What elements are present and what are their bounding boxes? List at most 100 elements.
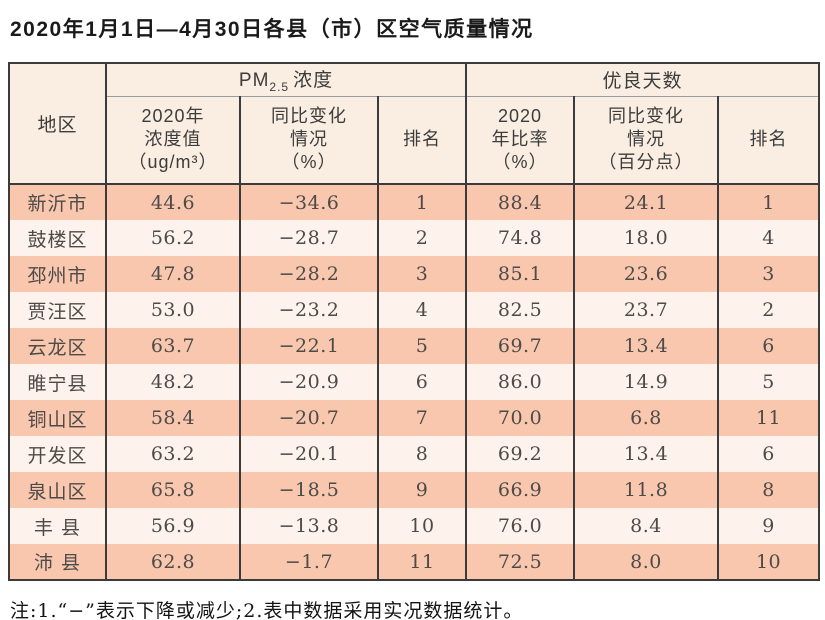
value-cell: 3 — [717, 256, 821, 292]
footnote: 注:1.“−”表示下降或减少;2.表中数据采用实况数据统计。 — [10, 600, 524, 620]
column-header-pm-rank: 排名 — [376, 96, 468, 185]
value-cell: −20.7 — [239, 400, 379, 436]
region-cell: 铜山区 — [8, 400, 107, 436]
value-cell: 11 — [376, 544, 468, 580]
value-cell: 56.9 — [105, 508, 241, 544]
value-cell: 72.5 — [465, 544, 576, 580]
value-cell: 9 — [376, 472, 468, 508]
value-cell: 23.7 — [573, 292, 720, 328]
region-cell: 新沂市 — [8, 184, 107, 220]
value-cell: −22.1 — [239, 328, 379, 364]
value-cell: 4 — [376, 292, 468, 328]
table-row: 邳州市 47.8 −28.2 3 85.1 23.6 3 — [8, 256, 821, 292]
region-cell: 贾汪区 — [8, 292, 107, 328]
value-cell: 11.8 — [573, 472, 720, 508]
value-cell: 7 — [376, 400, 468, 436]
value-cell: 47.8 — [105, 256, 241, 292]
value-cell: 24.1 — [573, 184, 720, 220]
value-cell: 4 — [717, 220, 821, 256]
column-header-pm-value: 2020年 浓度值 （ug/m³） — [105, 96, 241, 185]
table-row: 沛 县 62.8 −1.7 11 72.5 8.0 10 — [8, 544, 821, 580]
table-row: 泉山区 65.8 −18.5 9 66.9 11.8 8 — [8, 472, 821, 508]
value-cell: 8 — [376, 436, 468, 472]
value-cell: 85.1 — [465, 256, 576, 292]
table-row: 新沂市 44.6 −34.6 1 88.4 24.1 1 — [8, 184, 821, 220]
value-cell: −34.6 — [239, 184, 379, 220]
value-cell: 6 — [717, 328, 821, 364]
region-cell: 鼓楼区 — [8, 220, 107, 256]
value-cell: 6 — [717, 436, 821, 472]
value-cell: −13.8 — [239, 508, 379, 544]
table-header: 地区 PM2.5 浓度 优良天数 2020年 浓度值 （ug/m³） 同比变化 情… — [8, 63, 821, 185]
value-cell: 53.0 — [105, 292, 241, 328]
value-cell: 86.0 — [465, 364, 576, 400]
value-cell: 88.4 — [465, 184, 576, 220]
value-cell: 58.4 — [105, 400, 241, 436]
value-cell: 56.2 — [105, 220, 241, 256]
value-cell: −23.2 — [239, 292, 379, 328]
value-cell: 74.8 — [465, 220, 576, 256]
value-cell: −20.9 — [239, 364, 379, 400]
value-cell: 13.4 — [573, 436, 720, 472]
column-header-days-change: 同比变化 情况 （百分点） — [573, 96, 720, 185]
value-cell: 23.6 — [573, 256, 720, 292]
table-row: 鼓楼区 56.2 −28.7 2 74.8 18.0 4 — [8, 220, 821, 256]
table-row: 睢宁县 48.2 −20.9 6 86.0 14.9 5 — [8, 364, 821, 400]
value-cell: 2 — [376, 220, 468, 256]
column-header-pm-change: 同比变化 情况 （%） — [239, 96, 379, 185]
region-cell: 沛 县 — [8, 544, 107, 580]
region-cell: 开发区 — [8, 436, 107, 472]
table-row: 贾汪区 53.0 −23.2 4 82.5 23.7 2 — [8, 292, 821, 328]
value-cell: −28.2 — [239, 256, 379, 292]
page-title: 2020年1月1日—4月30日各县（市）区空气质量情况 — [10, 18, 534, 41]
value-cell: 48.2 — [105, 364, 241, 400]
value-cell: 8.4 — [573, 508, 720, 544]
value-cell: 76.0 — [465, 508, 576, 544]
pm25-label-suffix: 浓度 — [293, 70, 334, 92]
table-row: 丰 县 56.9 −13.8 10 76.0 8.4 9 — [8, 508, 821, 544]
table-row: 云龙区 63.7 −22.1 5 69.7 13.4 6 — [8, 328, 821, 364]
group-header-pm25: PM2.5 浓度 — [104, 63, 468, 97]
value-cell: 8.0 — [573, 544, 720, 580]
region-cell: 睢宁县 — [8, 364, 107, 400]
table-body: 新沂市 44.6 −34.6 1 88.4 24.1 1 鼓楼区 56.2 −28.7 2 74.8 1… — [8, 184, 821, 580]
value-cell: 3 — [376, 256, 468, 292]
air-quality-table: 地区 PM2.5 浓度 优良天数 2020年 浓度值 （ug/m³） 同比变化 情… — [8, 62, 821, 581]
column-header-days-rank: 排名 — [717, 96, 821, 185]
value-cell: 65.8 — [105, 472, 241, 508]
value-cell: −18.5 — [239, 472, 379, 508]
value-cell: 69.7 — [465, 328, 576, 364]
group-header-row: 地区 PM2.5 浓度 优良天数 — [8, 63, 821, 185]
value-cell: −28.7 — [239, 220, 379, 256]
value-cell: 6 — [376, 364, 468, 400]
value-cell: 9 — [717, 508, 821, 544]
region-cell: 丰 县 — [8, 508, 107, 544]
value-cell: 63.7 — [105, 328, 241, 364]
value-cell: 2 — [717, 292, 821, 328]
region-cell: 泉山区 — [8, 472, 107, 508]
group-header-good-days: 优良天数 — [465, 63, 821, 97]
value-cell: 44.6 — [105, 184, 241, 220]
region-cell: 云龙区 — [8, 328, 107, 364]
value-cell: 82.5 — [465, 292, 576, 328]
value-cell: 66.9 — [465, 472, 576, 508]
value-cell: 10 — [376, 508, 468, 544]
region-cell: 邳州市 — [8, 256, 107, 292]
pm25-label-subscript: 2.5 — [269, 80, 290, 95]
value-cell: 18.0 — [573, 220, 720, 256]
value-cell: 11 — [717, 400, 821, 436]
value-cell: 13.4 — [573, 328, 720, 364]
value-cell: 63.2 — [105, 436, 241, 472]
value-cell: 10 — [717, 544, 821, 580]
table-row: 铜山区 58.4 −20.7 7 70.0 6.8 11 — [8, 400, 821, 436]
value-cell: 70.0 — [465, 400, 576, 436]
value-cell: 6.8 — [573, 400, 720, 436]
value-cell: 1 — [717, 184, 821, 220]
value-cell: 69.2 — [465, 436, 576, 472]
pm25-label-prefix: PM — [238, 70, 270, 92]
table-row: 开发区 63.2 −20.1 8 69.2 13.4 6 — [8, 436, 821, 472]
value-cell: 5 — [717, 364, 821, 400]
column-header-region: 地区 — [8, 63, 107, 185]
value-cell: 14.9 — [573, 364, 720, 400]
value-cell: 1 — [376, 184, 468, 220]
